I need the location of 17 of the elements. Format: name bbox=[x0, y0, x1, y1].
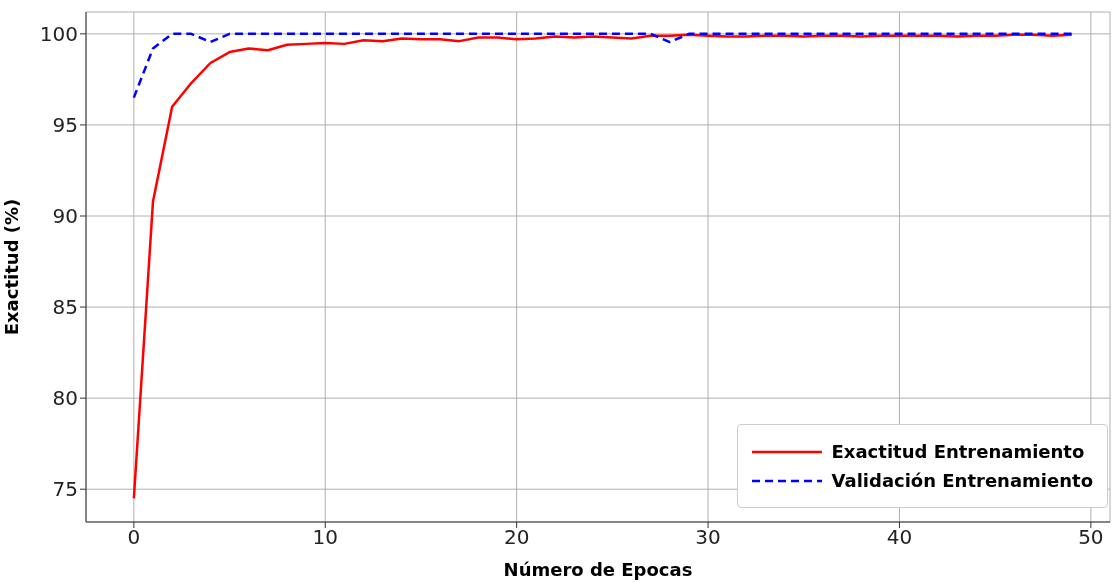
y-tick-label: 100 bbox=[39, 21, 78, 46]
y-axis-title: Exactitud (%) bbox=[1, 198, 23, 336]
x-tick-label: 40 bbox=[886, 525, 913, 550]
x-tick-label: 10 bbox=[312, 525, 338, 550]
y-tick-label: 90 bbox=[52, 204, 78, 229]
x-tick-label: 20 bbox=[503, 525, 530, 550]
line-series bbox=[132, 32, 1073, 99]
x-tick-label: 30 bbox=[695, 525, 721, 550]
legend-label: Validación Entrenamiento bbox=[831, 470, 1093, 491]
x-axis-title: Número de Epocas bbox=[503, 559, 693, 580]
legend-label: Exactitud Entrenamiento bbox=[831, 441, 1085, 462]
x-tick-label: 0 bbox=[127, 525, 141, 550]
y-tick-label: 75 bbox=[52, 477, 78, 502]
x-tick-label: 50 bbox=[1078, 525, 1104, 550]
y-tick-label: 95 bbox=[52, 113, 78, 138]
y-tick-label: 80 bbox=[52, 386, 78, 411]
y-tick-label: 85 bbox=[52, 295, 78, 320]
